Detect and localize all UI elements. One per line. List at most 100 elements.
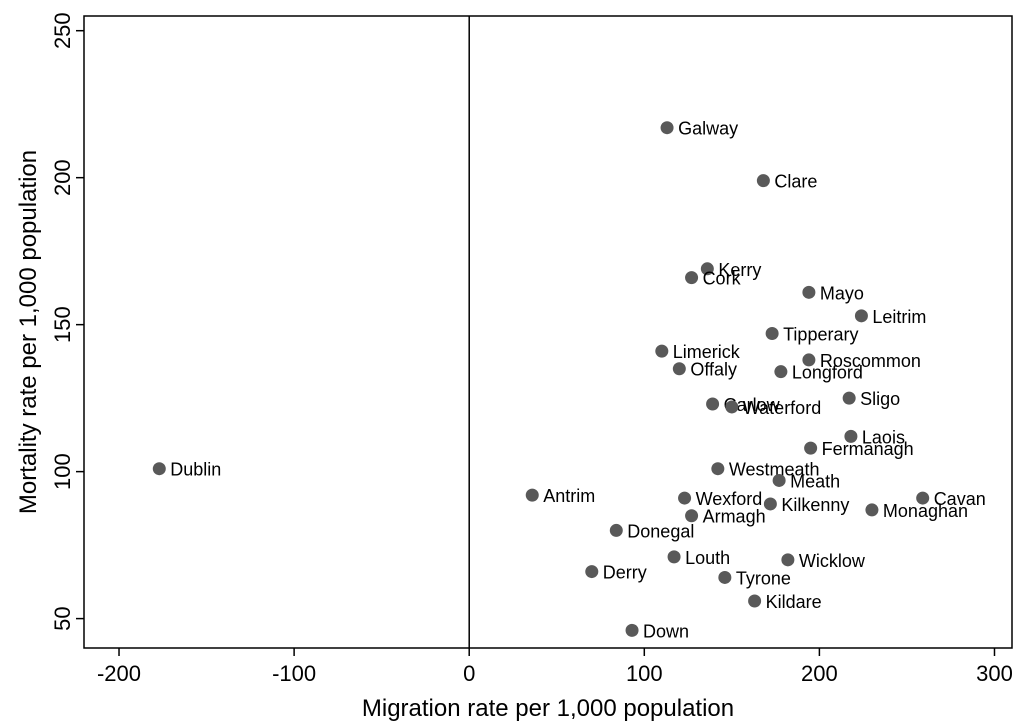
data-point: Galway xyxy=(660,119,738,139)
point-marker xyxy=(916,491,930,505)
data-point: Kildare xyxy=(748,592,822,612)
point-label: Down xyxy=(643,621,689,641)
point-marker xyxy=(774,365,788,379)
data-point: Clare xyxy=(756,172,817,192)
point-marker xyxy=(802,353,816,367)
point-marker xyxy=(585,565,599,579)
data-point: Longford xyxy=(774,363,863,383)
point-label: Waterford xyxy=(743,398,821,418)
point-marker xyxy=(844,429,858,443)
x-tick-label: -100 xyxy=(272,661,316,686)
data-point: Antrim xyxy=(525,486,595,506)
point-marker xyxy=(700,262,714,276)
data-point: Cork xyxy=(685,269,742,289)
data-point: Donegal xyxy=(609,521,694,541)
y-tick-label: 100 xyxy=(50,453,75,490)
data-point: Kerry xyxy=(700,260,761,280)
point-label: Carlow xyxy=(724,395,781,415)
data-point: Carlow xyxy=(706,395,781,415)
point-label: Wexford xyxy=(696,489,763,509)
point-label: Derry xyxy=(603,563,647,583)
data-point: Cavan xyxy=(916,489,986,509)
point-marker xyxy=(842,391,856,405)
point-label: Meath xyxy=(790,471,840,491)
point-label: Galway xyxy=(678,119,738,139)
point-marker xyxy=(781,553,795,567)
data-point: Offaly xyxy=(672,360,737,380)
x-tick-label: 100 xyxy=(626,661,663,686)
point-label: Dublin xyxy=(170,460,221,480)
point-label: Mayo xyxy=(820,283,864,303)
point-marker xyxy=(525,488,539,502)
point-marker xyxy=(685,509,699,523)
point-marker xyxy=(772,473,786,487)
point-label: Antrim xyxy=(543,486,595,506)
x-tick-label: 0 xyxy=(463,661,475,686)
point-label: Armagh xyxy=(703,507,766,527)
point-marker xyxy=(152,462,166,476)
data-point: Waterford xyxy=(725,398,821,418)
point-label: Laois xyxy=(862,427,905,447)
y-tick-label: 150 xyxy=(50,306,75,343)
point-label: Monaghan xyxy=(883,501,968,521)
point-marker xyxy=(672,362,686,376)
x-axis-title: Migration rate per 1,000 population xyxy=(362,695,734,722)
point-marker xyxy=(725,400,739,414)
data-point: Limerick xyxy=(655,342,741,362)
data-point: Tipperary xyxy=(765,324,858,344)
y-tick-label: 200 xyxy=(50,159,75,196)
point-label: Donegal xyxy=(627,521,694,541)
point-label: Roscommon xyxy=(820,351,921,371)
data-point: Roscommon xyxy=(802,351,921,371)
point-marker xyxy=(660,121,674,135)
point-marker xyxy=(765,326,779,340)
point-marker xyxy=(763,497,777,511)
point-marker xyxy=(756,174,770,188)
x-tick-label: 200 xyxy=(801,661,838,686)
data-point: Wicklow xyxy=(781,551,866,571)
point-label: Sligo xyxy=(860,389,900,409)
point-marker xyxy=(854,309,868,323)
data-point: Armagh xyxy=(685,507,766,527)
data-point: Fermanagh xyxy=(804,439,914,459)
data-point: Tyrone xyxy=(718,568,791,588)
data-point: Kilkenny xyxy=(763,495,849,515)
point-label: Louth xyxy=(685,548,730,568)
point-marker xyxy=(609,523,623,537)
point-label: Longford xyxy=(792,363,863,383)
data-point: Laois xyxy=(844,427,905,447)
point-label: Westmeath xyxy=(729,460,820,480)
y-tick-label: 250 xyxy=(50,12,75,49)
point-marker xyxy=(718,570,732,584)
point-marker xyxy=(667,550,681,564)
point-label: Kerry xyxy=(718,260,761,280)
point-marker xyxy=(678,491,692,505)
point-marker xyxy=(748,594,762,608)
data-point: Dublin xyxy=(152,460,221,480)
plot-frame xyxy=(83,15,1013,649)
data-point: Down xyxy=(625,621,689,641)
x-tick-label: 300 xyxy=(976,661,1013,686)
point-marker xyxy=(804,441,818,455)
point-label: Tipperary xyxy=(783,324,858,344)
data-point: Westmeath xyxy=(711,460,820,480)
data-point: Monaghan xyxy=(865,501,968,521)
x-tick-label: -200 xyxy=(97,661,141,686)
point-label: Cavan xyxy=(934,489,986,509)
data-point: Mayo xyxy=(802,283,864,303)
point-marker xyxy=(625,623,639,637)
point-label: Tyrone xyxy=(736,568,791,588)
data-point: Wexford xyxy=(678,489,762,509)
point-label: Clare xyxy=(774,172,817,192)
y-tick-label: 50 xyxy=(50,606,75,630)
point-label: Offaly xyxy=(690,360,737,380)
point-marker xyxy=(655,344,669,358)
point-label: Limerick xyxy=(673,342,741,362)
point-label: Kilkenny xyxy=(781,495,849,515)
point-marker xyxy=(802,285,816,299)
tick-layer: -200 -100 0 100 200 300 50 100 150 200 250 xyxy=(50,12,1013,686)
point-label: Leitrim xyxy=(872,307,926,327)
data-point: Sligo xyxy=(842,389,900,409)
point-label: Cork xyxy=(703,269,742,289)
